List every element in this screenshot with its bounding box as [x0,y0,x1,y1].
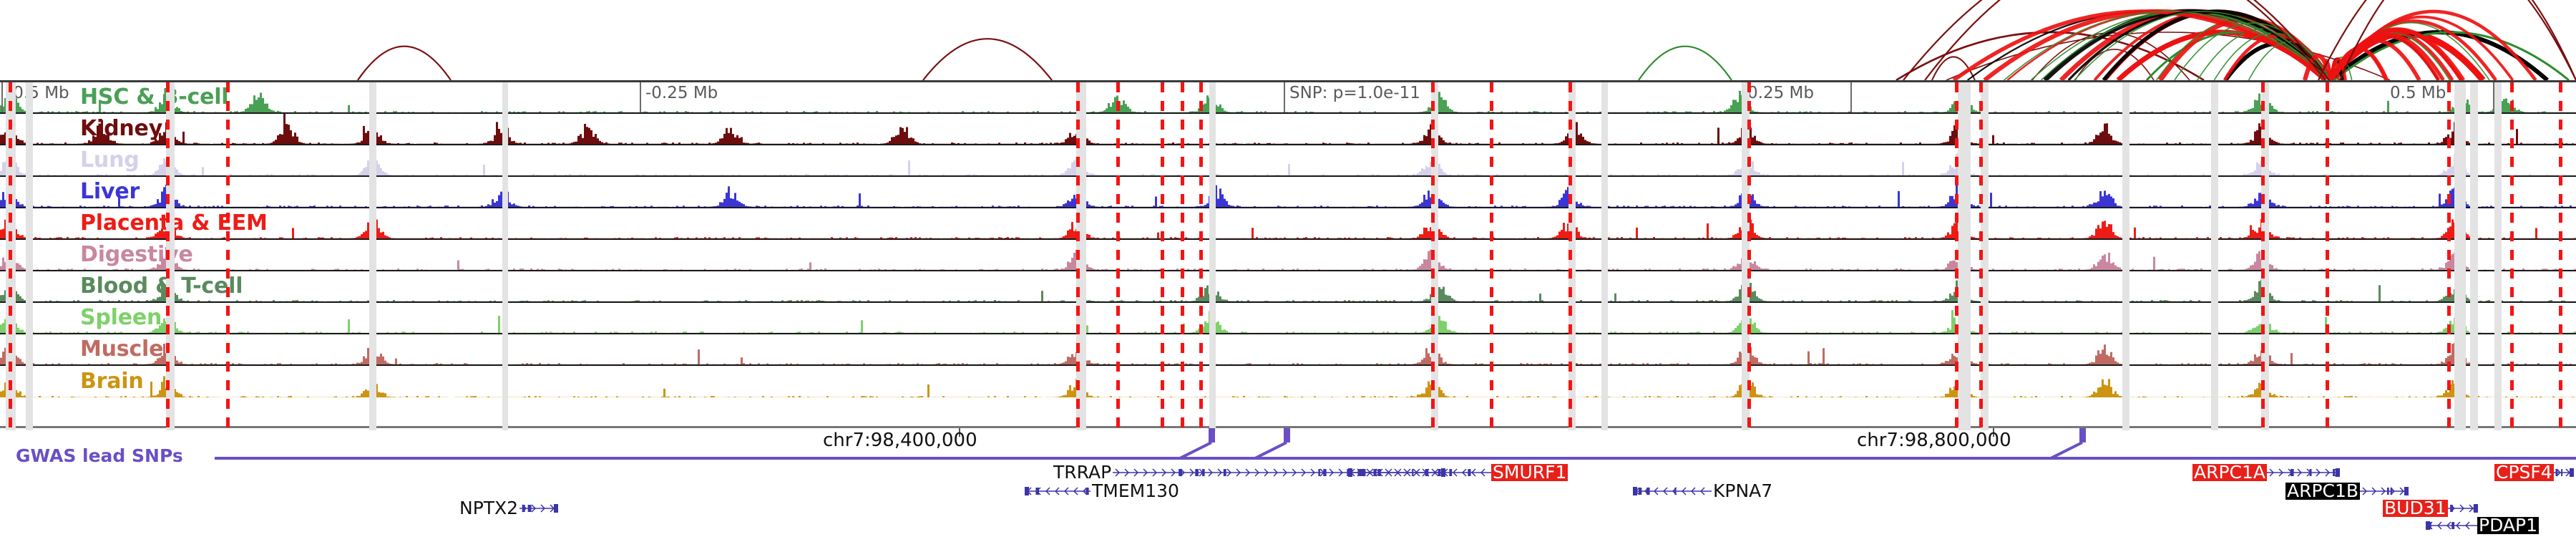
gwas-axis-line [215,457,2576,460]
signal-track[interactable]: Blood & T-cell [0,271,2576,303]
interaction-arc [922,38,1053,80]
axis-tick-label: SNP: p=1.0e-11 [1289,84,1420,102]
gene-label: CPSF4 [2494,462,2554,483]
axis-tick [640,82,641,112]
interaction-arc [2338,0,2576,80]
gene-body [2447,504,2478,513]
axis-tick-label: 0.25 Mb [1747,84,1814,102]
gene-model-panel: NPTX2 TRRAP TMEM130 SMURF1 KPNA7 ARPC1A ARPC1B… [0,463,2576,537]
gene-label: NPTX2 [459,498,519,518]
axis-tick-label: 0.5 Mb [2390,84,2446,102]
interaction-arc [2074,49,2155,80]
signal-track[interactable]: Spleen [0,303,2576,334]
gwas-connector [1254,441,1287,460]
gene-body [2553,468,2574,477]
axis-tick [2493,82,2494,112]
gene-model[interactable]: NPTX2 [458,498,559,518]
coordinate-label: chr7:98,800,000 [1857,430,2011,451]
signal-track[interactable]: Brain [0,366,2576,397]
axis-tick [1284,82,1285,112]
coordinate-tick [959,428,960,437]
gene-body [1025,487,1091,495]
gene-body [2267,468,2341,477]
interaction-arc-panel [0,0,2576,80]
gwas-snp-tick[interactable] [1284,428,1290,442]
axis-tick [1,82,3,112]
gwas-lead-snp-track[interactable]: GWAS lead SNPs [0,428,2576,466]
signal-histogram [0,90,2576,112]
gene-label: KPNA7 [1713,480,1773,501]
gene-label: TRRAP [1053,462,1112,483]
interaction-arc [1924,0,2330,80]
signal-histogram [0,310,2576,333]
coordinate-label: chr7:98,400,000 [823,430,977,451]
signal-histogram [0,374,2576,397]
gene-label: ARPC1A [2192,462,2268,483]
gene-model[interactable]: TMEM130 [1025,480,1181,501]
gene-model[interactable]: SMURF1 [1348,462,1568,483]
signal-histogram [0,184,2576,207]
gene-body [2360,487,2409,495]
gene-label: TMEM130 [1092,480,1179,501]
interaction-arc [2003,11,2332,80]
signal-track[interactable]: Muscle [0,334,2576,366]
arc-svg [357,0,2576,80]
axis-tick [1850,82,1852,112]
gene-body [1348,468,1491,477]
gwas-track-label: GWAS lead SNPs [16,445,183,466]
gene-model[interactable]: PDAP1 [2426,515,2539,536]
signal-track[interactable]: Placenta & EEM [0,208,2576,240]
signal-track[interactable]: Kidney [0,114,2576,145]
signal-histogram [0,246,2576,270]
gene-body [2426,521,2477,530]
gwas-snp-tick[interactable] [1209,428,1215,442]
axis-tick-label: -0.5 Mb [7,84,69,102]
interaction-arc [2318,0,2576,80]
axis-tick-label: -0.25 Mb [645,84,718,102]
gwas-connector-svg [1179,441,2083,460]
gwas-connector [1179,441,1212,460]
gene-label: BUD31 [2383,498,2448,518]
interaction-arc [357,45,452,80]
coordinate-axis: chr7:98,400,000 chr7:98,800,000 [0,428,2576,454]
gene-label: PDAP1 [2477,515,2539,536]
signal-histogram [0,342,2576,364]
coordinate-tick [1993,428,1994,437]
interaction-arc [2302,53,2334,80]
interaction-arc [1931,56,1976,80]
interaction-arc [2329,27,2466,80]
gene-label: ARPC1B [2285,480,2361,501]
interaction-arc [2074,11,2332,80]
signal-histogram [0,153,2576,175]
interaction-arc [1638,45,1732,80]
interaction-arc [1952,9,2333,80]
signal-track[interactable]: Digestive [0,240,2576,271]
signal-track[interactable]: HSC & B-cell -0.5 Mb -0.25 Mb SNP: p=1.0e-1… [0,82,2576,114]
signal-track[interactable]: Lung [0,145,2576,177]
interaction-arc [2174,22,2332,80]
gene-model[interactable]: ARPC1A [2192,462,2341,483]
gene-model[interactable]: KPNA7 [1633,480,1774,501]
gwas-connector [2050,441,2083,460]
interaction-arc [1903,0,2326,80]
gene-model[interactable]: CPSF4 [2494,462,2574,483]
interaction-arc [1946,32,2391,80]
gwas-snp-tick[interactable] [2079,428,2086,442]
signal-histogram [0,216,2576,238]
gene-label: SMURF1 [1491,462,1568,483]
signal-track[interactable]: Liver [0,177,2576,208]
gene-body [1633,487,1712,495]
signal-histogram [0,114,2576,144]
gene-model[interactable]: BUD31 [2383,498,2478,518]
signal-histogram [0,278,2576,301]
gene-body [519,504,559,513]
signal-track-panel: HSC & B-cell -0.5 Mb -0.25 Mb SNP: p=1.0e-1… [0,80,2576,430]
gene-model[interactable]: ARPC1B [2285,480,2409,501]
